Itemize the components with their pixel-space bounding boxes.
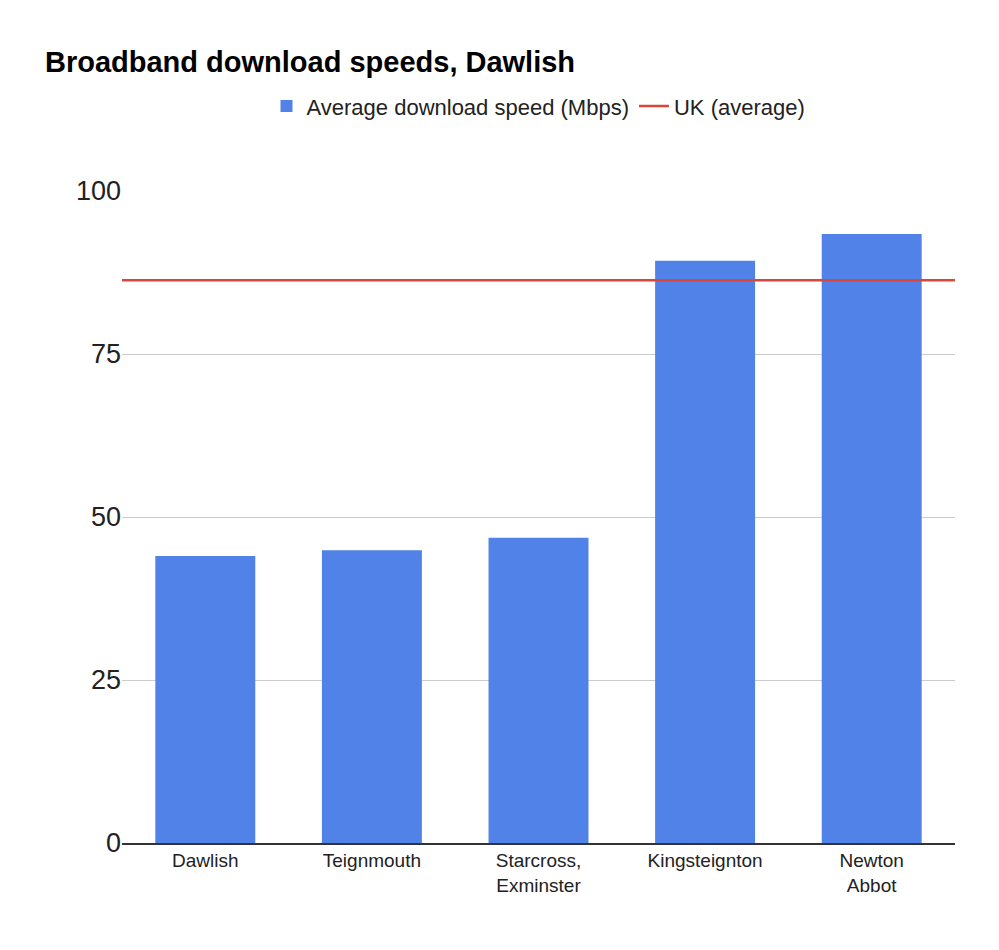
svg-text:100: 100	[76, 176, 121, 206]
svg-text:25: 25	[91, 665, 121, 695]
svg-text:Teignmouth: Teignmouth	[323, 850, 421, 871]
svg-text:Dawlish: Dawlish	[172, 850, 239, 871]
svg-text:50: 50	[91, 502, 121, 532]
svg-text:Broadband download speeds, Daw: Broadband download speeds, Dawlish	[45, 46, 575, 78]
svg-text:NewtonAbbot: NewtonAbbot	[839, 850, 903, 896]
svg-text:75: 75	[91, 339, 121, 369]
svg-text:0: 0	[106, 828, 121, 858]
svg-text:UK (average): UK (average)	[674, 95, 805, 120]
svg-text:Average download speed (Mbps): Average download speed (Mbps)	[307, 95, 629, 120]
svg-text:Kingsteignton: Kingsteignton	[648, 850, 763, 871]
svg-text:Starcross,Exminster: Starcross,Exminster	[496, 850, 582, 896]
